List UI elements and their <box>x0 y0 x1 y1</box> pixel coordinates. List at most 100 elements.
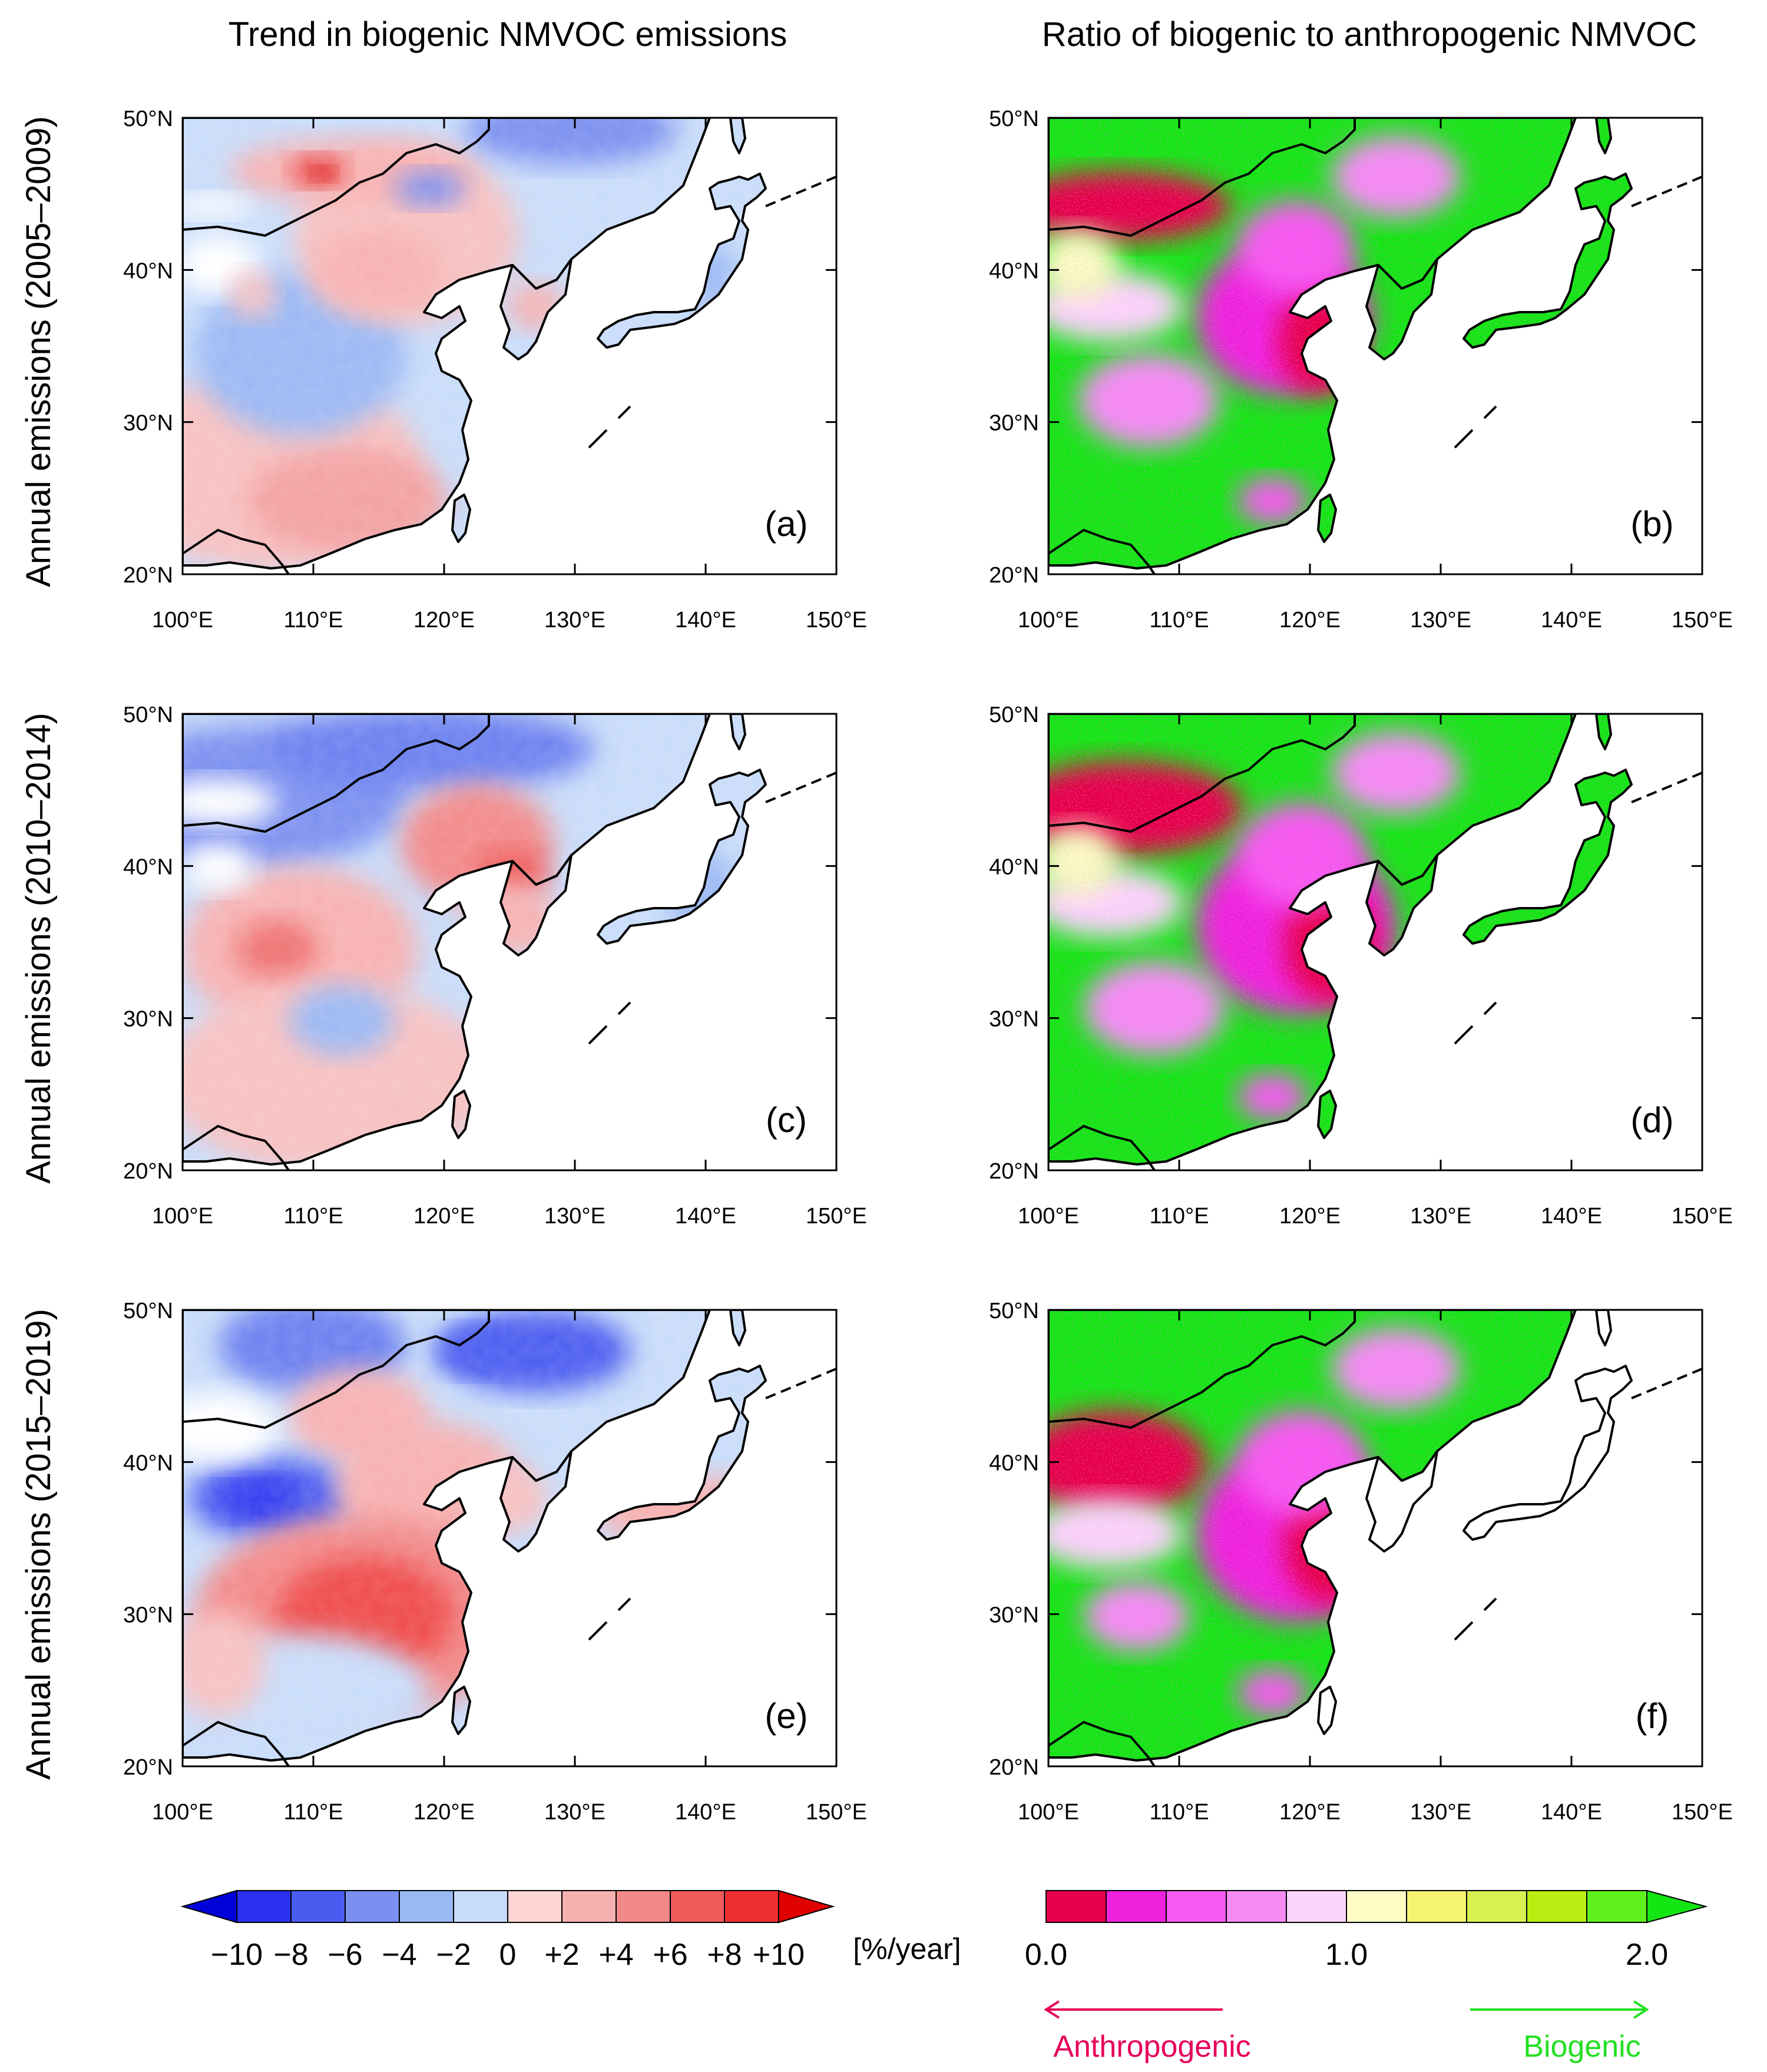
anthro-arrow <box>1044 2000 1060 2019</box>
map-frame-d <box>1047 713 1703 1171</box>
lat-tick-f: 40°N <box>989 1451 1039 1475</box>
ratio-swatch <box>1166 1890 1227 1923</box>
trend-legend-label: +2 <box>544 1938 579 1972</box>
map-panel-f: 20°N 30°N 40°N 50°N 100°E 110°E 120°E 130°E 140°… <box>989 1299 1733 1825</box>
panel-tag-d: (d) <box>1630 1100 1673 1140</box>
map-frame-e <box>181 1309 838 1768</box>
map-panel-c: 20°N 30°N 40°N 50°N 100°E 110°E 120°E 130°E 140°… <box>123 703 867 1229</box>
map-field-a <box>183 118 836 574</box>
trend-swatch <box>345 1890 400 1923</box>
lat-tick-c: 40°N <box>123 855 173 879</box>
lon-tick-e: 100°E <box>152 1800 213 1825</box>
lat-tick-e: 30°N <box>123 1603 173 1628</box>
trend-legend-label: −4 <box>382 1938 416 1972</box>
trend-swatch <box>453 1890 508 1923</box>
trend-swatch <box>290 1890 346 1923</box>
panel-tag-a: (a) <box>765 504 808 544</box>
trend-swatch <box>507 1890 562 1923</box>
lat-tick-a: 20°N <box>123 563 173 588</box>
map-panel-e: 20°N 30°N 40°N 50°N 100°E 110°E 120°E 130°E 140°… <box>123 1299 867 1825</box>
lon-tick-d: 150°E <box>1672 1204 1733 1229</box>
lat-tick-b: 30°N <box>989 411 1039 436</box>
ratio-swatch <box>1286 1890 1347 1923</box>
trend-swatch <box>236 1890 292 1923</box>
lat-tick-f: 20°N <box>989 1755 1039 1780</box>
lon-tick-c: 130°E <box>544 1204 605 1229</box>
lat-tick-d: 40°N <box>989 855 1039 879</box>
lon-tick-e: 150°E <box>806 1800 867 1825</box>
panel-tag-e: (e) <box>765 1696 808 1736</box>
lon-tick-b: 120°E <box>1279 608 1341 633</box>
map-field-d <box>1048 714 1702 1170</box>
lon-tick-f: 100°E <box>1018 1800 1079 1825</box>
lat-tick-e: 50°N <box>123 1299 173 1323</box>
lon-tick-b: 110°E <box>1149 608 1209 633</box>
trend-legend-label: +10 <box>753 1938 805 1972</box>
map-field-f <box>1048 1310 1702 1766</box>
trend-legend-label: +8 <box>707 1938 742 1972</box>
lon-tick-e: 130°E <box>544 1800 605 1825</box>
lat-tick-d: 20°N <box>989 1159 1039 1184</box>
lon-tick-a: 100°E <box>152 608 213 633</box>
trend-swatch <box>399 1890 454 1923</box>
map-frame-f <box>1047 1309 1703 1768</box>
lat-tick-c: 50°N <box>123 703 173 727</box>
col-title-left: Trend in biogenic NMVOC emissions <box>229 15 787 54</box>
ratio-swatch <box>1526 1890 1587 1923</box>
lat-tick-f: 30°N <box>989 1603 1039 1628</box>
map-panel-d: 20°N 30°N 40°N 50°N 100°E 110°E 120°E 130°E 140°… <box>989 703 1733 1229</box>
ratio-swatch <box>1466 1890 1527 1923</box>
trend-swatch <box>724 1890 779 1923</box>
map-field-b <box>1048 118 1702 574</box>
legend-trend: −10 −8 −6 −4 −2 0 +2 +4 +6 +8 +10 [%/year] <box>180 1889 961 1972</box>
lon-tick-e: 140°E <box>675 1800 736 1825</box>
lon-tick-a: 130°E <box>544 608 605 633</box>
lon-tick-c: 120°E <box>413 1204 475 1229</box>
legend-ratio: 0.0 1.0 2.0 Anthropogenic Biogenic <box>1025 1889 1708 2064</box>
lat-tick-b: 20°N <box>989 563 1039 588</box>
trend-swatch <box>561 1890 617 1923</box>
map-frame-c <box>181 713 838 1171</box>
map-panel-a: 20°N 30°N 40°N 50°N 100°E 110°E 120°E 130°E 140°… <box>123 107 867 633</box>
ratio-swatch <box>1045 1890 1107 1923</box>
lon-tick-f: 110°E <box>1149 1800 1209 1825</box>
lat-tick-a: 50°N <box>123 107 173 131</box>
map-panel-b: 20°N 30°N 40°N 50°N 100°E 110°E 120°E 130°E 140°… <box>989 107 1733 633</box>
lon-tick-f: 120°E <box>1279 1800 1341 1825</box>
trend-legend-label: 0 <box>499 1938 517 1972</box>
panel-tag-b: (b) <box>1630 504 1673 544</box>
map-field-c <box>183 714 836 1170</box>
ratio-legend-label: 0.0 <box>1025 1938 1067 1972</box>
row-label-3: Annual emissions (2015–2019) <box>19 1309 58 1780</box>
lon-tick-b: 100°E <box>1018 608 1079 633</box>
trend-legend-label: −2 <box>436 1938 471 1972</box>
lat-tick-a: 40°N <box>123 259 173 283</box>
lon-tick-a: 150°E <box>806 608 867 633</box>
trend-legend-unit: [%/year] <box>853 1932 961 1965</box>
row-label-2: Annual emissions (2010–2014) <box>19 713 58 1184</box>
trend-legend-label: +6 <box>653 1938 687 1972</box>
map-frame-a <box>181 117 838 575</box>
lat-tick-c: 30°N <box>123 1007 173 1032</box>
lon-tick-d: 110°E <box>1149 1204 1209 1229</box>
lon-tick-b: 150°E <box>1672 608 1733 633</box>
lat-tick-f: 50°N <box>989 1299 1039 1323</box>
lat-tick-b: 50°N <box>989 107 1039 131</box>
row-label-1: Annual emissions (2005–2009) <box>19 116 58 587</box>
lon-tick-f: 130°E <box>1410 1800 1471 1825</box>
lon-tick-e: 120°E <box>413 1800 475 1825</box>
lon-tick-f: 150°E <box>1672 1800 1733 1825</box>
bio-label: Biogenic <box>1523 2030 1640 2064</box>
map-frame-b <box>1047 117 1703 575</box>
trend-swatch <box>180 1889 237 1924</box>
lon-tick-c: 110°E <box>283 1204 343 1229</box>
lon-tick-d: 130°E <box>1410 1204 1471 1229</box>
bio-arrow <box>1633 2000 1649 2019</box>
ratio-swatch <box>1646 1889 1708 1924</box>
panel-tag-f: (f) <box>1636 1696 1669 1736</box>
anthro-label: Anthropogenic <box>1053 2030 1250 2064</box>
lon-tick-a: 140°E <box>675 608 736 633</box>
trend-legend-label: +4 <box>598 1938 633 1972</box>
lon-tick-d: 140°E <box>1541 1204 1602 1229</box>
